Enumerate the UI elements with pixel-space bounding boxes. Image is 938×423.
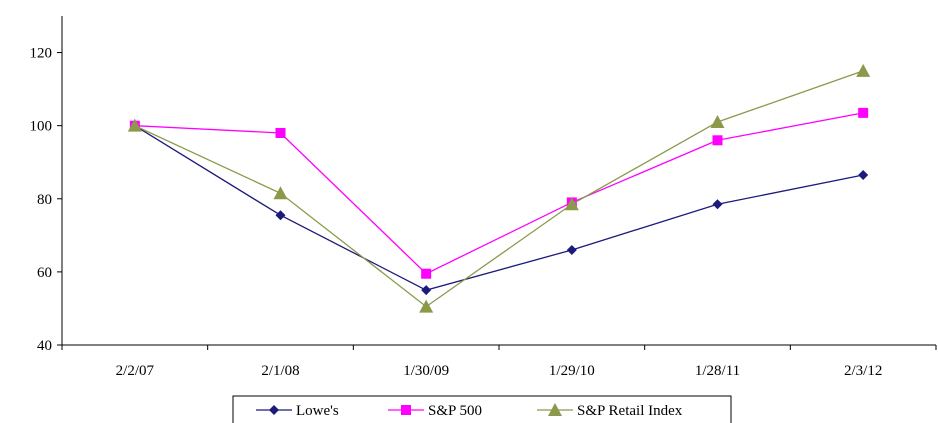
data-point xyxy=(564,197,579,211)
x-tick-label: 2/3/12 xyxy=(844,363,882,379)
data-point xyxy=(275,210,286,221)
data-point xyxy=(273,186,288,200)
series-group xyxy=(127,63,871,313)
series-2 xyxy=(129,107,869,279)
series-line xyxy=(134,125,864,291)
y-tick-label: 100 xyxy=(30,119,53,135)
data-point xyxy=(712,199,723,210)
legend-label: Lowe's xyxy=(296,403,339,419)
data-point xyxy=(858,170,869,181)
chart-axes xyxy=(61,16,936,346)
y-tick-label: 60 xyxy=(37,265,52,281)
x-tick-label: 2/1/08 xyxy=(261,363,299,379)
data-point xyxy=(712,135,723,146)
data-point xyxy=(127,118,142,132)
x-tick-label: 1/29/10 xyxy=(549,363,595,379)
data-point xyxy=(421,285,432,296)
y-tick-label: 120 xyxy=(30,46,53,62)
series-line xyxy=(134,112,864,275)
y-axis-ticks: 40 60 80 100 120 xyxy=(30,46,62,354)
legend-marker xyxy=(548,403,562,416)
legend: Lowe's S&P 500 S&P Retail Index xyxy=(232,395,732,423)
series-3 xyxy=(127,63,871,313)
series-line xyxy=(134,70,864,308)
series-1 xyxy=(129,120,869,296)
data-point xyxy=(710,115,725,129)
data-point xyxy=(856,63,871,77)
x-tick-label: 1/30/09 xyxy=(403,363,449,379)
legend-label: S&P Retail Index xyxy=(577,403,683,419)
data-point xyxy=(275,127,286,138)
x-tick-label: 1/28/11 xyxy=(695,363,740,379)
legend-marker xyxy=(401,405,411,415)
legend-box xyxy=(232,395,732,423)
x-tick-label: 2/2/07 xyxy=(116,363,155,379)
y-tick-label: 40 xyxy=(37,338,52,354)
x-axis-ticks: 2/2/07 2/1/08 1/30/09 1/29/10 1/28/11 2/3/12 xyxy=(61,345,937,379)
data-point xyxy=(421,268,432,279)
legend-marker xyxy=(269,405,279,415)
data-point xyxy=(419,299,434,313)
data-point xyxy=(566,244,577,255)
y-tick-label: 80 xyxy=(37,192,52,208)
data-point xyxy=(858,107,869,118)
legend-label: S&P 500 xyxy=(428,403,482,419)
